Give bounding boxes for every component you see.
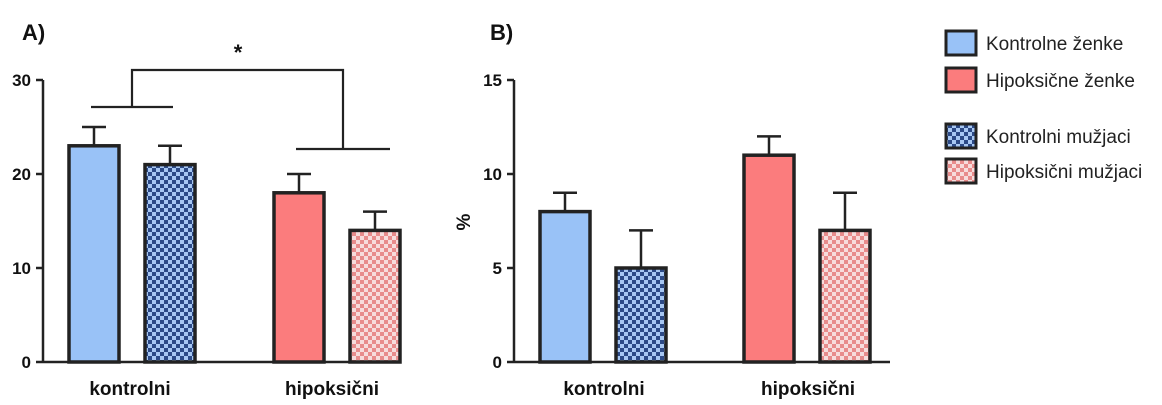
- y-axis-label-b: %: [454, 213, 475, 230]
- y-tick-label-b-1: 5: [493, 259, 502, 278]
- bars-a: [67, 125, 402, 364]
- legend-swatch-0: [944, 29, 978, 57]
- bar-b-2: [742, 153, 796, 364]
- bar-b-0: [538, 209, 592, 364]
- panel-label-a: A): [22, 20, 45, 45]
- legend: Kontrolne ženke Hipoksične ženke Kontrol…: [944, 29, 1142, 185]
- legend-label-2: Kontrolni mužjaci: [986, 127, 1131, 148]
- bar-a-0: [67, 144, 121, 364]
- category-label-b-1: hipoksični: [761, 379, 855, 400]
- panel-label-b: B): [490, 20, 513, 45]
- y-tick-label-b-2: 10: [483, 165, 502, 184]
- y-tick-label-b-0: 0: [493, 353, 502, 372]
- category-label-a-1: hipoksični: [285, 379, 379, 400]
- bar-a-3: [348, 228, 402, 364]
- legend-swatch-3: [944, 157, 978, 185]
- y-tick-label-a-0: 0: [22, 353, 31, 372]
- legend-swatch-2: [944, 122, 978, 150]
- legend-swatch-1: [944, 66, 978, 94]
- bar-a-2: [272, 191, 326, 364]
- bracket-connector: [130, 68, 345, 149]
- legend-label-0: Kontrolne ženke: [986, 34, 1123, 55]
- y-tick-label-a-3: 30: [12, 71, 31, 90]
- y-tick-label-b-3: 15: [483, 71, 502, 90]
- significance-star: *: [234, 40, 243, 65]
- y-tick-label-a-1: 10: [12, 259, 31, 278]
- chart-panel-a: A) 0 10 20 30 * kontrolni hipoksični: [12, 20, 402, 400]
- category-label-a-0: kontrolni: [89, 379, 170, 400]
- legend-label-3: Hipoksični mužjaci: [986, 162, 1142, 183]
- bars-b: [538, 135, 872, 364]
- legend-label-1: Hipoksične ženke: [986, 71, 1135, 92]
- y-tick-label-a-2: 20: [12, 165, 31, 184]
- chart-panel-b: B) % 0 5 10 15 kontrolni hipoksični: [454, 20, 890, 400]
- significance-bracket: *: [91, 40, 390, 151]
- bar-a-1: [143, 162, 197, 364]
- bar-b-3: [818, 228, 872, 364]
- category-label-b-0: kontrolni: [563, 379, 644, 400]
- bar-b-1: [614, 266, 668, 364]
